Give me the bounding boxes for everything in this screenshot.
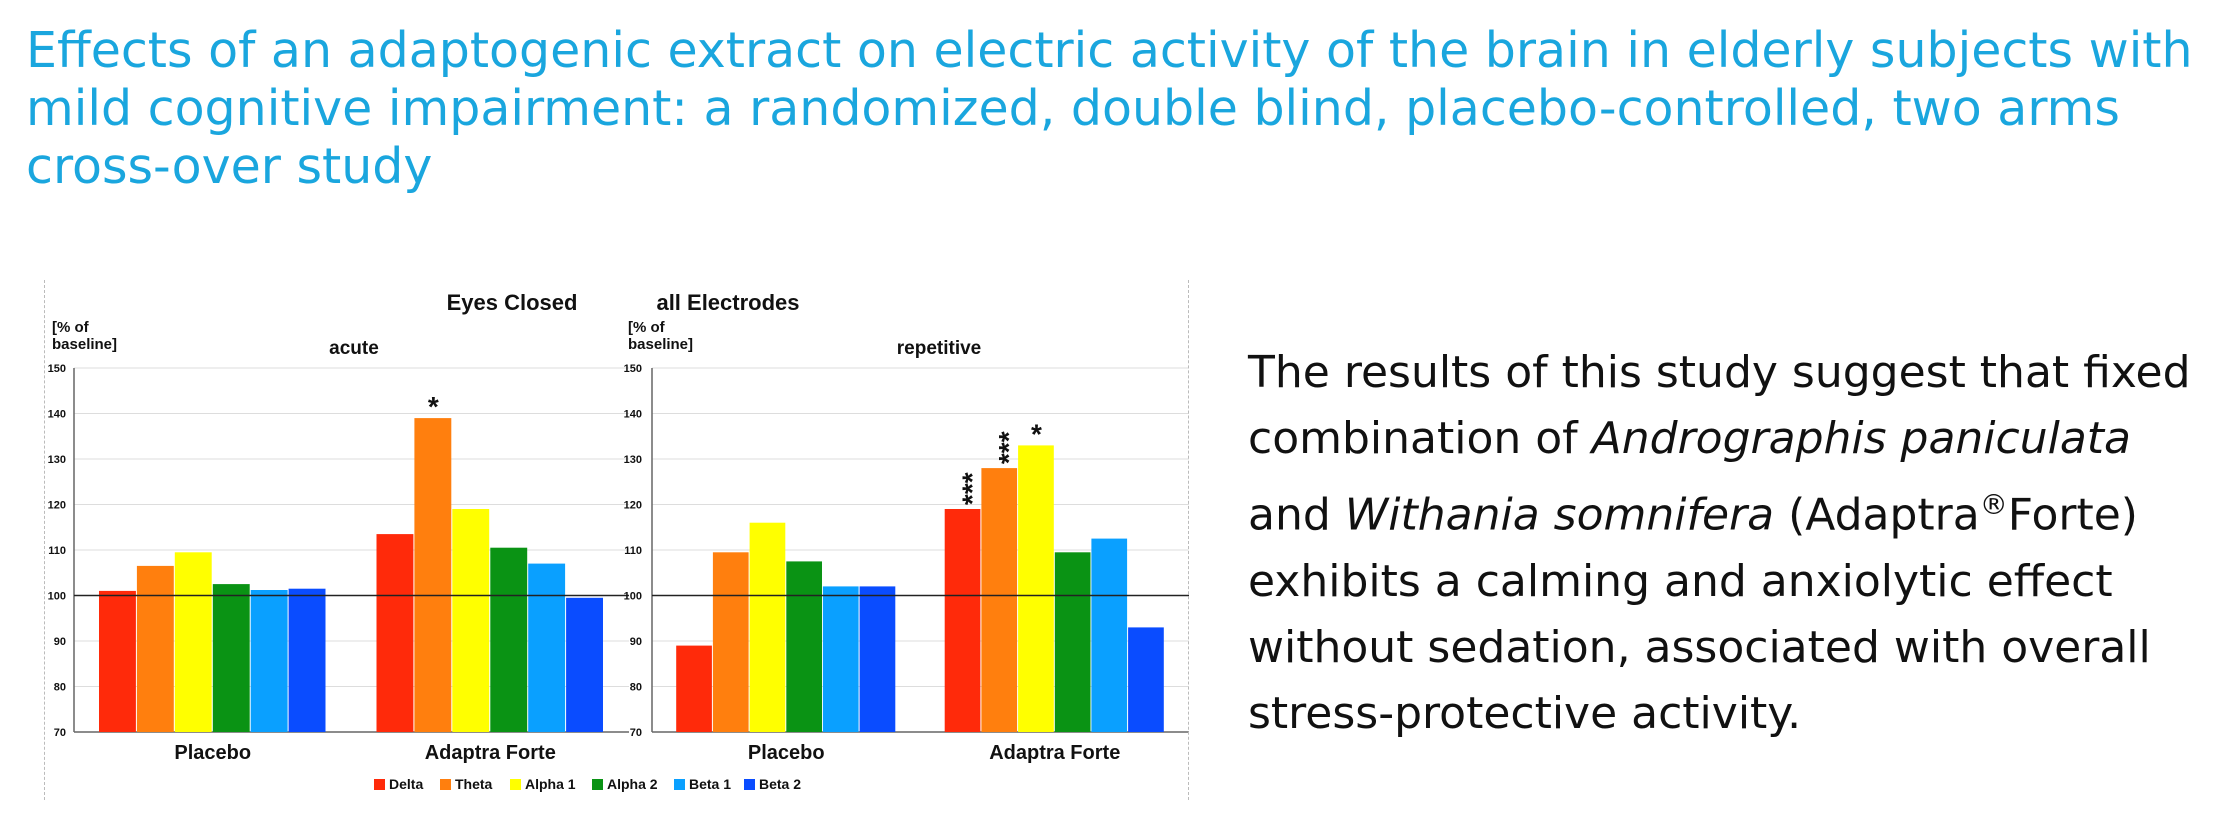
- repetitive-annotation-1: ***: [993, 431, 1024, 464]
- legend-swatch-beta-1: [674, 779, 685, 790]
- conclusion-part-1: The results of this study suggest that f…: [1248, 347, 2191, 464]
- acute-ylabel-line-1: [% of: [52, 319, 90, 336]
- repetitive-ytick-150: 150: [624, 363, 642, 375]
- species-andrographis: Andrographis paniculata: [1591, 413, 2131, 464]
- acute-ytick-90: 90: [54, 636, 66, 648]
- acute-ytick-120: 120: [48, 500, 66, 512]
- conclusion-part-2: and: [1248, 489, 1345, 541]
- legend-swatch-theta: [440, 779, 451, 790]
- repetitive-bar-adaptra-forte-alpha-1: [1018, 445, 1054, 732]
- repetitive-ytick-110: 110: [624, 545, 642, 557]
- acute-ytick-100: 100: [48, 591, 66, 603]
- repetitive-bar-adaptra-forte-alpha-2: [1054, 552, 1091, 732]
- legend-swatch-delta: [374, 779, 385, 790]
- legend-swatch-beta-2: [744, 779, 755, 790]
- acute-bar-placebo-beta-2: [288, 588, 326, 732]
- repetitive-bar-placebo-theta: [712, 552, 749, 732]
- repetitive-bar-adaptra-forte-beta-2: [1128, 627, 1164, 732]
- repetitive-ytick-80: 80: [630, 682, 642, 694]
- acute-category-placebo: Placebo: [174, 742, 251, 764]
- repetitive-ytick-120: 120: [624, 500, 642, 512]
- repetitive-annotation-0: ***: [957, 472, 988, 505]
- slide-title: Effects of an adaptogenic extract on ele…: [26, 22, 2193, 195]
- repetitive-ytick-140: 140: [624, 409, 642, 421]
- acute-ytick-70: 70: [54, 727, 66, 739]
- legend-label-beta-1: Beta 1: [689, 776, 731, 792]
- repetitive-ylabel-line-2: baseline]: [628, 336, 693, 353]
- acute-subtitle: acute: [329, 338, 379, 359]
- conclusion-text: The results of this study suggest that f…: [1248, 340, 2208, 747]
- repetitive-category-adaptra-forte: Adaptra Forte: [989, 742, 1120, 764]
- conclusion-part-3: (Adaptra: [1774, 489, 1980, 541]
- chart-header-left: Eyes Closed: [447, 290, 578, 315]
- legend-swatch-alpha-1: [510, 779, 521, 790]
- repetitive-ytick-130: 130: [624, 454, 642, 466]
- acute-bar-adaptra-forte-theta: [414, 418, 452, 732]
- acute-bar-placebo-beta-1: [250, 590, 288, 732]
- repetitive-bar-adaptra-forte-delta: [944, 509, 981, 732]
- legend-label-theta: Theta: [455, 776, 493, 792]
- acute-annotation-0: *: [428, 391, 439, 422]
- chart-header-right: all Electrodes: [656, 290, 799, 315]
- repetitive-ytick-90: 90: [630, 636, 642, 648]
- acute-ytick-110: 110: [48, 545, 66, 557]
- acute-bar-adaptra-forte-alpha-1: [452, 509, 490, 732]
- eeg-chart-figure: Eyes Closed all Electrodes [% of baseline…: [44, 280, 1189, 800]
- acute-ytick-130: 130: [48, 454, 66, 466]
- acute-bar-adaptra-forte-beta-1: [528, 563, 566, 732]
- acute-bar-adaptra-forte-alpha-2: [490, 547, 528, 732]
- legend-swatch-alpha-2: [592, 779, 603, 790]
- acute-bar-adaptra-forte-beta-2: [566, 597, 603, 732]
- legend-label-beta-2: Beta 2: [759, 776, 801, 792]
- registered-mark: ®: [1979, 488, 2008, 521]
- repetitive-bar-placebo-beta-1: [822, 586, 859, 732]
- legend-label-delta: Delta: [389, 776, 423, 792]
- repetitive-annotation-2: *: [1031, 418, 1042, 449]
- repetitive-ylabel-line-1: [% of: [628, 319, 666, 336]
- repetitive-bar-adaptra-forte-theta: [981, 468, 1018, 732]
- legend-label-alpha-1: Alpha 1: [525, 776, 576, 792]
- repetitive-bar-placebo-beta-2: [859, 586, 896, 732]
- acute-bar-adaptra-forte-delta: [376, 534, 414, 732]
- repetitive-ytick-100: 100: [624, 591, 642, 603]
- acute-bar-placebo-delta: [99, 590, 136, 732]
- repetitive-bar-placebo-alpha-2: [786, 561, 822, 732]
- acute-ytick-140: 140: [48, 409, 66, 421]
- repetitive-subtitle: repetitive: [897, 338, 981, 359]
- chart-frame: [44, 280, 1189, 800]
- acute-ytick-80: 80: [54, 682, 66, 694]
- eeg-chart-svg: Eyes Closed all Electrodes [% ofbaseline…: [48, 290, 1189, 792]
- repetitive-bar-placebo-delta: [676, 645, 712, 732]
- acute-bar-placebo-alpha-1: [174, 552, 212, 732]
- acute-bar-placebo-alpha-2: [212, 584, 250, 732]
- repetitive-ytick-70: 70: [630, 727, 642, 739]
- repetitive-bar-adaptra-forte-beta-1: [1091, 538, 1128, 732]
- species-withania: Withania somnifera: [1344, 489, 1775, 541]
- repetitive-bar-placebo-alpha-1: [749, 522, 786, 732]
- acute-category-adaptra-forte: Adaptra Forte: [425, 742, 556, 764]
- acute-bar-placebo-theta: [136, 565, 174, 732]
- acute-ylabel-line-2: baseline]: [52, 336, 117, 353]
- repetitive-category-placebo: Placebo: [748, 742, 825, 764]
- legend-label-alpha-2: Alpha 2: [607, 776, 658, 792]
- conclusion-part-4: Forte) exhibits a calming and anxiolytic…: [1248, 489, 2151, 739]
- acute-ytick-150: 150: [48, 363, 66, 375]
